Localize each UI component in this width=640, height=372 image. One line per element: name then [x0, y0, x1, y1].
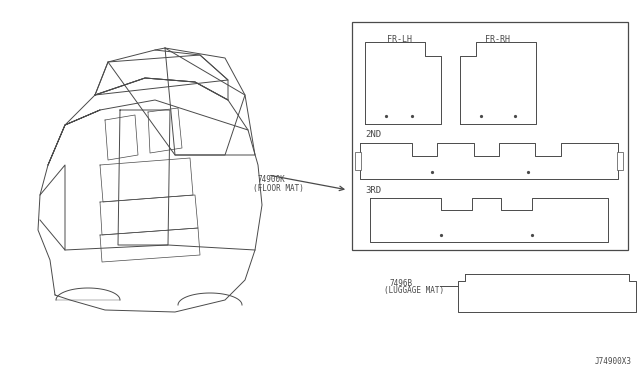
Text: J74900X3: J74900X3 — [595, 357, 632, 366]
Text: (FLOOR MAT): (FLOOR MAT) — [253, 183, 304, 192]
Text: (LUGGAGE MAT): (LUGGAGE MAT) — [384, 285, 444, 295]
Bar — [355, 152, 361, 170]
Text: 3RD: 3RD — [365, 186, 381, 195]
Text: 2ND: 2ND — [365, 130, 381, 139]
Text: FR-LH: FR-LH — [387, 35, 413, 44]
Bar — [617, 152, 623, 170]
Text: 7496B: 7496B — [390, 279, 413, 288]
Text: 74900K: 74900K — [258, 176, 285, 185]
Bar — [352, 22, 628, 250]
Text: FR-RH: FR-RH — [484, 35, 509, 44]
